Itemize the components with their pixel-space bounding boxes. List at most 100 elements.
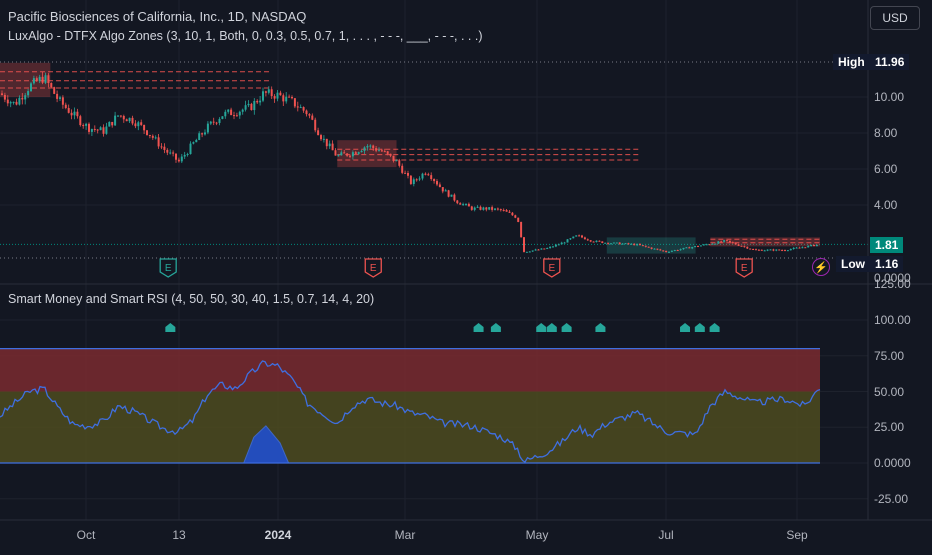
rsi-signal-marker [694,323,705,332]
candle-down [1,93,3,95]
candle-up [244,105,247,110]
candle-down [737,244,740,246]
rsi-signal-marker [561,323,572,332]
candle-down [589,240,592,242]
candle-down [496,208,499,210]
candle-down [665,251,668,253]
candle-down [119,115,122,117]
candle-down [140,122,143,125]
candle-up [328,143,331,147]
candle-down [427,174,430,176]
rsi-tick-label: 25.00 [874,420,905,435]
study-label-smart-rsi[interactable]: Smart Money and Smart RSI (4, 50, 50, 30… [8,292,375,306]
candle-down [172,152,175,154]
candle-up [494,208,496,210]
candle-down [215,122,218,124]
candle-up [815,244,818,247]
candle-up [18,97,21,105]
study-label-dtfx[interactable]: LuxAlgo - DTFX Algo Zones (3, 10, 1, Bot… [8,29,483,43]
time-tick-label: Sep [786,528,808,542]
candle-down [505,210,508,212]
candle-down [305,110,308,115]
candle-up [450,194,453,197]
candle-down [407,173,409,176]
candle-down [372,145,375,149]
rsi-pane [0,348,821,464]
candle-up [476,206,479,208]
rsi-tick-label: 0.0000 [874,456,911,470]
candle-down [740,245,743,247]
time-tick-label: 2024 [264,528,292,542]
candle-down [662,250,665,252]
candle-up [137,122,140,127]
candle-up [259,100,262,103]
candle-down [514,215,517,218]
candle-up [630,243,633,245]
price-tick-label: 10.00 [874,90,905,104]
candle-down [288,96,291,98]
candle-down [508,211,511,213]
candle-down [64,104,67,108]
candle-down [456,200,459,204]
candle-down [778,249,781,251]
candle-down [82,125,85,127]
candle-down [93,128,96,130]
time-tick-label: Oct [76,528,96,542]
candle-up [546,248,549,250]
candle-down [583,237,586,240]
candle-down [650,247,653,249]
candle-down [15,101,18,105]
candle-down [752,249,755,251]
algo-zones [0,62,820,254]
candle-up [560,242,563,245]
candle-down [424,173,427,175]
candle-up [711,243,714,245]
candle-down [212,121,215,123]
rsi-signal-marker [595,323,606,332]
candle-down [781,250,784,252]
candle-up [421,173,424,179]
earnings-marker-label: E [548,263,555,274]
candle-down [618,242,621,245]
earnings-marker-badge [735,258,753,278]
candle-down [302,107,305,111]
candle-down [728,240,731,243]
candle-up [572,236,575,239]
candle-down [177,159,180,162]
last-price-tag: 1.81 [870,237,904,253]
candle-up [30,83,32,92]
candle-down [61,97,64,105]
candle-up [32,78,35,84]
rsi-tick-label: 125.00 [874,277,911,291]
candle-down [346,153,349,156]
candle-down [627,243,630,245]
candle-up [557,244,560,246]
candle-up [262,91,264,101]
candle-down [47,75,50,84]
candle-up [621,243,624,245]
candle-up [154,137,157,139]
time-tick-label: Mar [394,528,416,542]
candle-down [647,246,650,248]
candle-down [436,181,438,185]
candle-up [670,250,673,252]
candle-down [601,241,604,243]
candle-up [769,249,772,251]
overbought-band [0,348,820,392]
candle-down [56,93,59,99]
candle-up [528,251,531,253]
candle-up [412,179,415,184]
candle-down [317,130,320,136]
candle-up [357,152,360,154]
lightning-icon[interactable]: ⚡ [812,258,830,276]
candle-down [772,249,775,251]
earnings-marker-badge [364,258,382,278]
candle-down [746,246,749,249]
candle-up [563,242,566,244]
candle-down [76,111,79,117]
currency-button[interactable]: USD [870,6,920,30]
candle-up [99,127,102,131]
